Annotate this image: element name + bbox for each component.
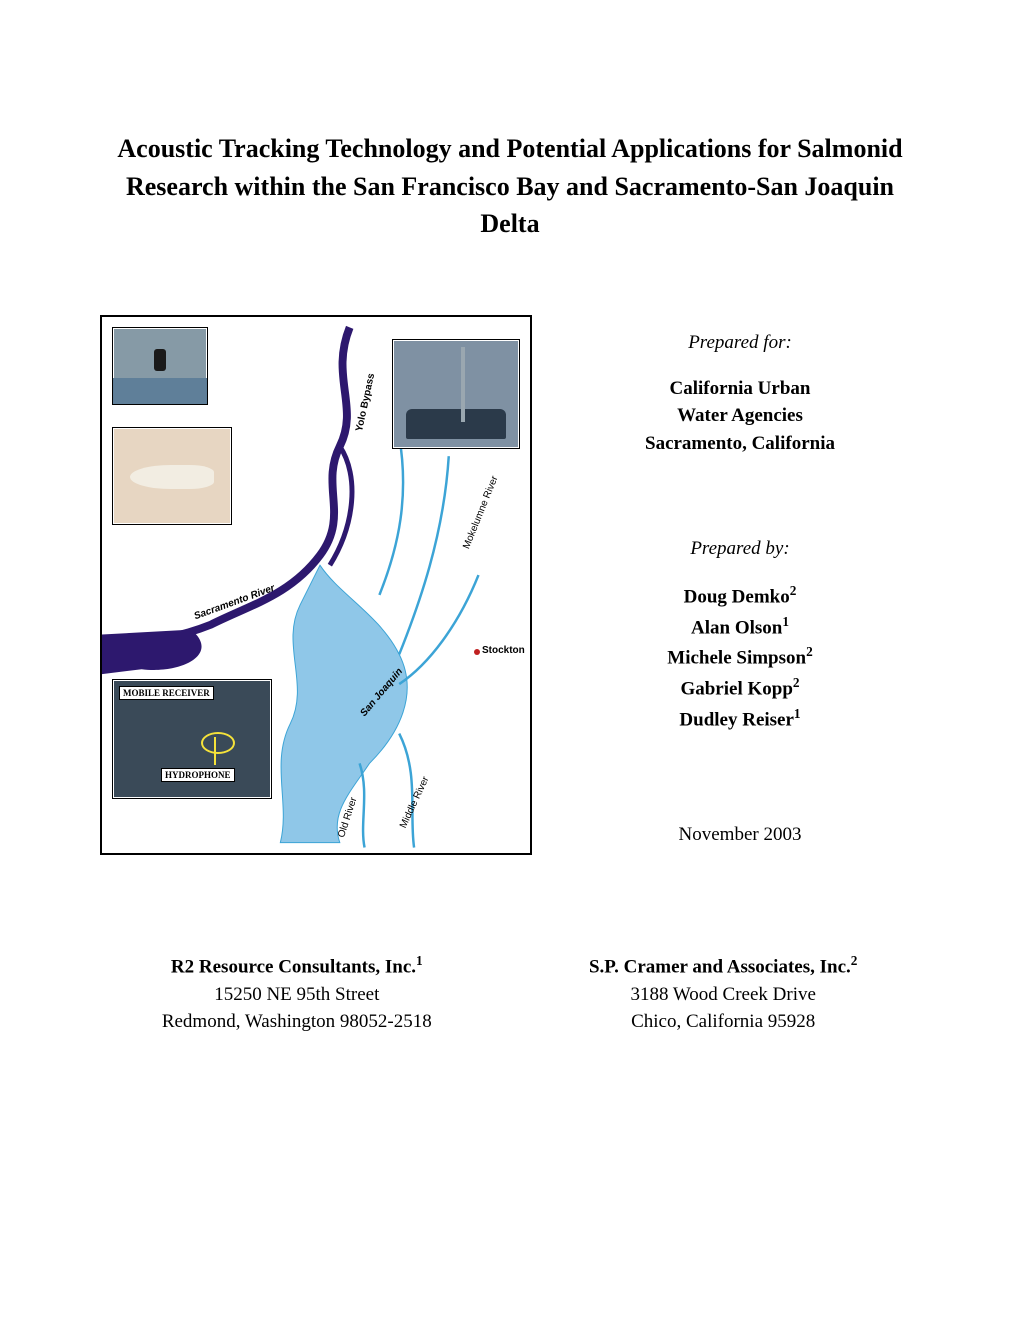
org-left-addr1: 15250 NE 95th Street bbox=[100, 981, 494, 1009]
cover-figure: Sacramento River Yolo Bypass Mokelumne R… bbox=[100, 315, 532, 855]
org-left-name: R2 Resource Consultants, Inc.1 bbox=[100, 951, 494, 981]
prepared-by-label: Prepared by: bbox=[560, 535, 920, 563]
label-stockton: Stockton bbox=[482, 645, 525, 656]
org-right-name: S.P. Cramer and Associates, Inc.2 bbox=[526, 951, 920, 981]
client-line1: California Urban bbox=[560, 375, 920, 403]
inset-mobile-receiver: MOBILE RECEIVER HYDROPHONE bbox=[112, 679, 272, 799]
inset-boat-rig bbox=[392, 339, 520, 449]
west-bay-fill bbox=[102, 630, 202, 675]
delta-waterbody bbox=[280, 565, 407, 842]
side-column: Prepared for: California Urban Water Age… bbox=[560, 315, 920, 855]
org-left: R2 Resource Consultants, Inc.1 15250 NE … bbox=[100, 951, 494, 1036]
page-title: Acoustic Tracking Technology and Potenti… bbox=[100, 130, 920, 243]
author-1: Alan Olson1 bbox=[560, 612, 920, 643]
inset-tagged-fish bbox=[112, 427, 232, 525]
org-right-addr1: 3188 Wood Creek Drive bbox=[526, 981, 920, 1009]
author-3: Gabriel Kopp2 bbox=[560, 673, 920, 704]
author-4: Dudley Reiser1 bbox=[560, 704, 920, 735]
prepared-for-label: Prepared for: bbox=[560, 329, 920, 357]
client-block: California Urban Water Agencies Sacramen… bbox=[560, 375, 920, 458]
author-0: Doug Demko2 bbox=[560, 581, 920, 612]
content-row: Sacramento River Yolo Bypass Mokelumne R… bbox=[100, 315, 920, 855]
authors-block: Doug Demko2 Alan Olson1 Michele Simpson2… bbox=[560, 581, 920, 735]
author-2: Michele Simpson2 bbox=[560, 642, 920, 673]
publication-date: November 2003 bbox=[560, 821, 920, 849]
client-line3: Sacramento, California bbox=[560, 430, 920, 458]
footer-orgs: R2 Resource Consultants, Inc.1 15250 NE … bbox=[100, 951, 920, 1036]
label-hydrophone: HYDROPHONE bbox=[161, 768, 235, 782]
org-right: S.P. Cramer and Associates, Inc.2 3188 W… bbox=[526, 951, 920, 1036]
inset-acoustic-tag bbox=[112, 327, 208, 405]
org-right-addr2: Chico, California 95928 bbox=[526, 1008, 920, 1036]
org-left-addr2: Redmond, Washington 98052-2518 bbox=[100, 1008, 494, 1036]
label-mobile-receiver: MOBILE RECEIVER bbox=[119, 686, 214, 700]
client-line2: Water Agencies bbox=[560, 402, 920, 430]
